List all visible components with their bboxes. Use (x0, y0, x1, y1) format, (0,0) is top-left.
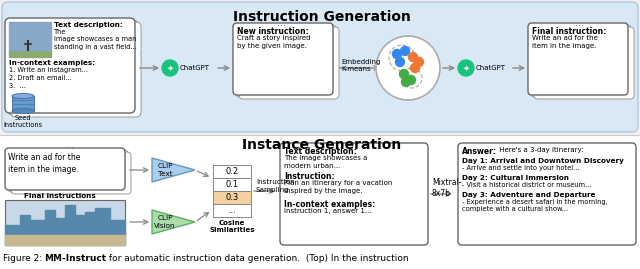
Bar (213, 178, 251, 191)
Text: CLIP
Vision: CLIP Vision (154, 215, 176, 229)
Text: ...: ... (575, 18, 584, 28)
Text: Instruction Generation: Instruction Generation (233, 10, 411, 24)
FancyBboxPatch shape (528, 23, 628, 95)
Text: Here's a 3-day itinerary:: Here's a 3-day itinerary: (497, 147, 584, 153)
Text: Write an ad for the
item in the image.: Write an ad for the item in the image. (8, 153, 81, 175)
Text: ✦: ✦ (166, 63, 173, 73)
Text: ChatGPT: ChatGPT (476, 65, 506, 71)
Text: 0.1: 0.1 (225, 180, 239, 189)
FancyBboxPatch shape (8, 20, 138, 115)
Bar (213, 204, 251, 217)
Text: 1. Write an Instagram...
2. Draft an email...
3.  ...: 1. Write an Instagram... 2. Draft an ema… (9, 67, 88, 89)
FancyBboxPatch shape (2, 2, 638, 132)
Circle shape (408, 52, 417, 62)
FancyBboxPatch shape (280, 143, 428, 245)
Text: Instruction:: Instruction: (284, 172, 335, 181)
FancyBboxPatch shape (11, 152, 131, 194)
Bar (5, 200, 125, 245)
Polygon shape (152, 158, 195, 182)
FancyBboxPatch shape (11, 22, 141, 117)
Bar (0, 135, 640, 269)
Text: Write an ad for the
item in the image.: Write an ad for the item in the image. (532, 35, 598, 49)
Text: The
image showcases a man
standing in a vast field...: The image showcases a man standing in a … (54, 29, 137, 50)
FancyBboxPatch shape (531, 25, 631, 97)
Text: Final instruction:: Final instruction: (532, 27, 606, 36)
Text: CLIP
Text: CLIP Text (157, 163, 173, 177)
Text: ...: ... (228, 206, 236, 215)
FancyBboxPatch shape (8, 150, 128, 192)
Text: ✦: ✦ (463, 63, 470, 73)
Bar (12, 96, 34, 111)
Circle shape (415, 58, 424, 66)
Text: Final instructions: Final instructions (24, 193, 96, 199)
Text: In-context examples:: In-context examples: (9, 60, 95, 66)
Polygon shape (152, 210, 195, 234)
Circle shape (401, 77, 410, 87)
Circle shape (458, 60, 474, 76)
Text: for automatic instruction data generation.  (Top) In the instruction: for automatic instruction data generatio… (106, 254, 408, 263)
FancyBboxPatch shape (5, 18, 135, 113)
FancyBboxPatch shape (534, 27, 634, 99)
Text: Day 1: Arrival and Downtown Discovery: Day 1: Arrival and Downtown Discovery (462, 158, 624, 164)
Text: In-context examples:: In-context examples: (284, 200, 375, 209)
Text: Seed
Instructions: Seed Instructions (3, 115, 43, 128)
Circle shape (392, 49, 401, 58)
Text: 0.3: 0.3 (225, 193, 239, 202)
Text: Plan an itinerary for a vacation
inspired by the image.: Plan an itinerary for a vacation inspire… (284, 180, 392, 193)
Text: Instruction
Sampling: Instruction Sampling (256, 179, 294, 193)
Bar (9, 22, 51, 57)
Text: Instance Generation: Instance Generation (243, 138, 402, 152)
Circle shape (410, 63, 419, 73)
FancyBboxPatch shape (5, 148, 125, 190)
Text: Text description:: Text description: (284, 147, 356, 156)
Text: Craft a story inspired
by the given image.: Craft a story inspired by the given imag… (237, 35, 310, 49)
Text: K-means: K-means (341, 66, 371, 72)
Text: Text description:: Text description: (54, 22, 123, 28)
Text: MM-Instruct: MM-Instruct (44, 254, 106, 263)
Text: - Arrive and settle into your hotel...: - Arrive and settle into your hotel... (462, 165, 579, 171)
Text: Cosine
Similarities: Cosine Similarities (209, 220, 255, 233)
Bar (213, 191, 251, 204)
Text: Embedding: Embedding (341, 59, 380, 65)
FancyBboxPatch shape (233, 23, 333, 95)
FancyBboxPatch shape (458, 143, 636, 245)
Bar (213, 165, 251, 178)
Circle shape (396, 58, 404, 66)
Text: Day 3: Adventure and Departure: Day 3: Adventure and Departure (462, 192, 595, 198)
Polygon shape (5, 205, 125, 245)
Text: Mixtral-
8x7b: Mixtral- 8x7b (432, 178, 461, 198)
Text: Answer:: Answer: (462, 147, 497, 156)
Text: Instruction 1, answer 1...: Instruction 1, answer 1... (284, 208, 372, 214)
Text: ...: ... (278, 18, 287, 28)
Text: The image showcases a
modern urban...: The image showcases a modern urban... (284, 155, 367, 168)
Text: 0.2: 0.2 (225, 167, 239, 176)
Text: New instruction:: New instruction: (237, 27, 308, 36)
Circle shape (376, 36, 440, 100)
Circle shape (162, 60, 178, 76)
Circle shape (399, 69, 408, 79)
Text: - Visit a historical district or museum...: - Visit a historical district or museum.… (462, 182, 591, 188)
Text: - Experience a desert safari in the morning,
complete with a cultural show...: - Experience a desert safari in the morn… (462, 199, 607, 213)
Text: ChatGPT: ChatGPT (180, 65, 210, 71)
FancyBboxPatch shape (239, 27, 339, 99)
Text: Figure 2:: Figure 2: (3, 254, 45, 263)
Text: ...: ... (65, 140, 74, 150)
Circle shape (406, 76, 415, 84)
Text: Day 2: Cultural Immersion: Day 2: Cultural Immersion (462, 175, 569, 181)
Circle shape (401, 47, 410, 55)
FancyBboxPatch shape (236, 25, 336, 97)
Ellipse shape (12, 94, 34, 98)
Ellipse shape (12, 108, 34, 114)
